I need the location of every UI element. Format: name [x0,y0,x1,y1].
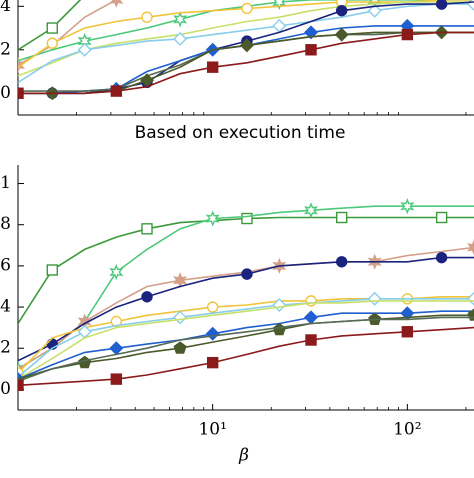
marker [435,211,448,224]
marker [272,322,286,336]
plot-area [18,198,474,391]
marker [46,264,58,276]
marker [18,87,24,99]
y-tick-label: 8 [0,214,11,234]
marker [335,4,348,17]
marker [241,212,253,225]
x-tick-label: 10² [393,420,421,440]
marker [304,202,318,219]
marker [109,263,124,281]
marker [367,3,382,18]
series-line [18,297,474,378]
series-line [18,205,474,370]
marker [18,379,24,391]
marker [401,326,414,338]
marker [335,256,348,268]
marker [46,22,58,34]
marker [109,341,124,356]
marker [206,61,219,73]
marker [305,44,317,56]
marker [241,2,253,15]
marker [141,11,153,23]
series-line [18,31,474,95]
marker [46,37,58,49]
marker [110,315,123,328]
series-line [18,3,474,84]
marker [401,28,414,41]
marker [467,239,474,256]
y-tick-label: 1 [0,173,11,193]
marker [110,373,123,385]
marker [304,310,318,325]
marker [206,356,219,369]
marker [205,210,220,227]
x-tick-label: 10¹ [198,420,226,440]
series-line [18,316,474,382]
marker [239,38,254,53]
marker [206,301,219,313]
series-line [18,326,474,387]
marker [435,251,448,264]
marker [110,85,123,97]
y-tick-label: 0 [0,83,11,103]
marker [435,0,448,10]
marker [400,198,415,215]
y-tick-label: 2 [0,338,11,358]
marker [272,18,287,33]
y-tick-label: 2 [0,39,11,59]
marker [173,272,188,289]
y-tick-label: 6 [0,255,11,275]
marker [173,341,187,354]
panel-title: Based on execution time [135,123,346,143]
marker [367,291,382,306]
marker [272,0,287,11]
series-line [18,310,474,380]
series-line [18,300,474,380]
marker [173,31,188,46]
marker [305,295,317,307]
marker [305,334,317,346]
marker [141,291,153,303]
marker [173,310,188,325]
plot-area [18,0,474,101]
y-tick-label: 4 [0,297,11,317]
x-axis-label: β [238,446,249,466]
marker [141,223,153,235]
marker [304,25,318,40]
marker [334,27,349,42]
y-tick-label: 0 [0,379,11,399]
series-line [18,0,118,66]
marker [77,42,92,57]
marker [335,211,348,224]
marker [109,0,124,8]
y-tick-label: 4 [0,0,11,16]
series-line [18,314,474,380]
marker [467,291,474,306]
marker [173,11,188,28]
marker [241,268,253,280]
marker [205,326,220,341]
